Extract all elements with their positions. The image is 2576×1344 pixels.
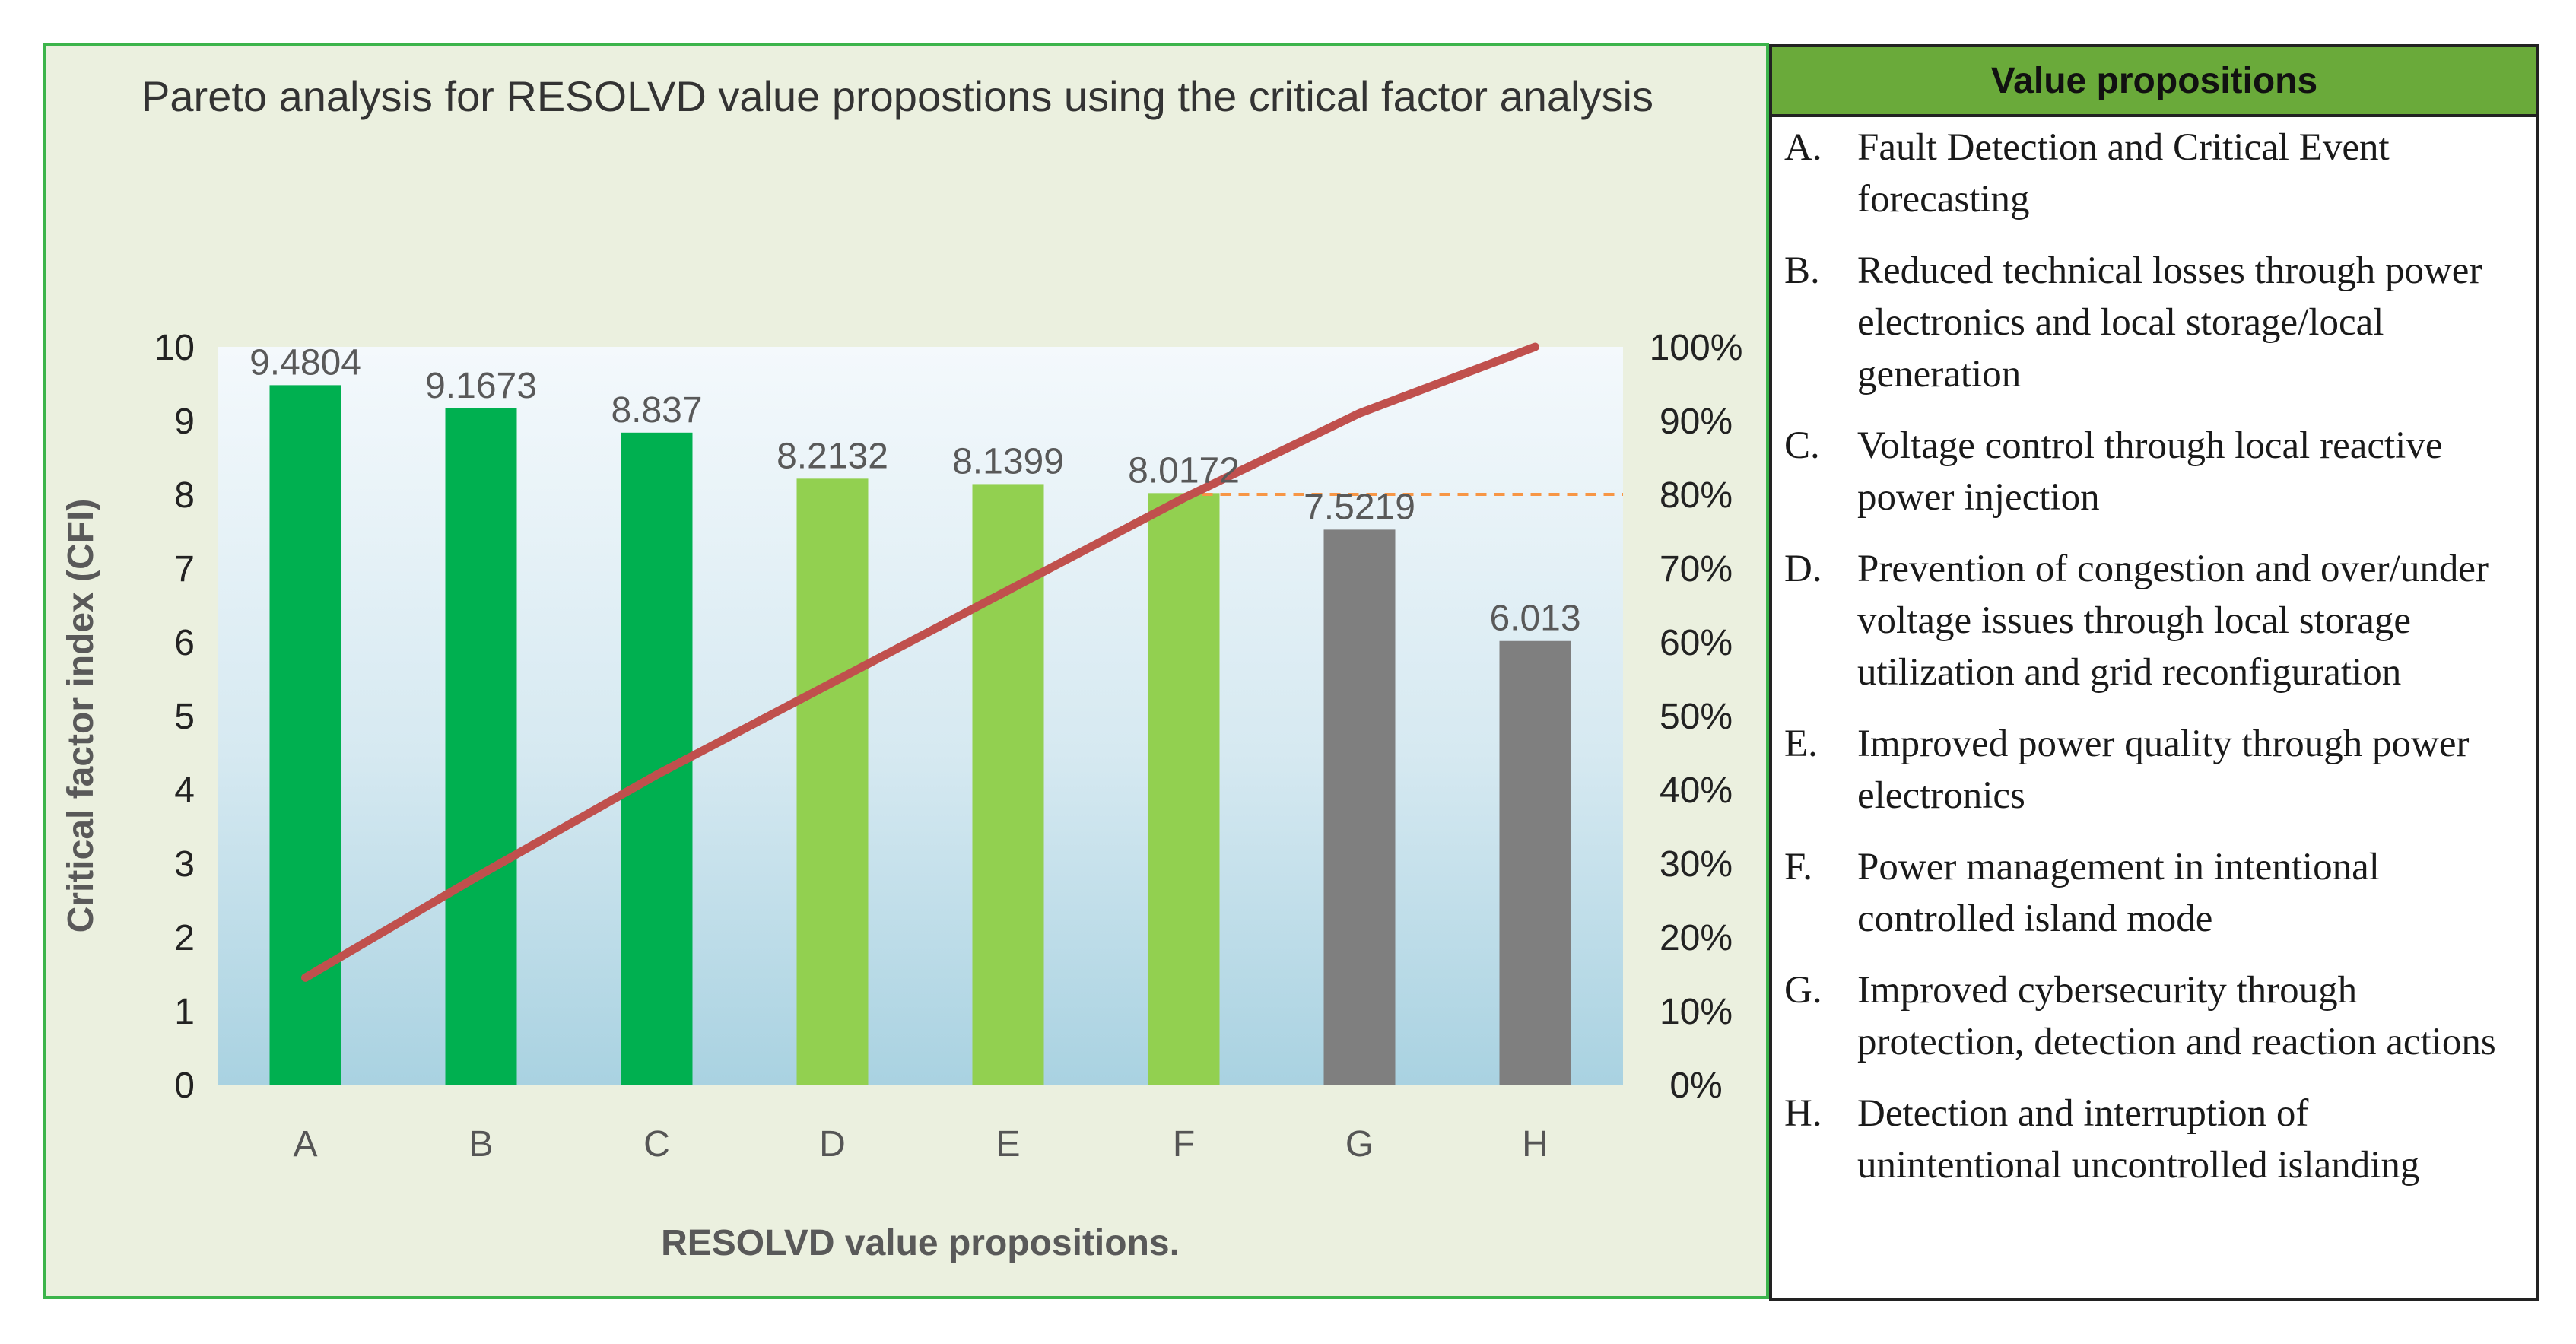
y-tick-label: 0 [174,1066,195,1106]
legend-list: A. Fault Detection and Critical Event fo… [1772,117,2536,1191]
bar-h [1499,640,1571,1085]
legend-letter: E. [1784,723,1818,765]
legend-letter: F. [1784,846,1813,888]
legend-letter: H. [1784,1092,1822,1135]
data-label: 8.0172 [1128,450,1240,491]
legend-letter: B. [1784,249,1820,292]
y-tick-label: 4 [174,770,195,811]
value-propositions-table: Value propositions A. Fault Detection an… [1769,44,2539,1301]
x-tick-label: G [1345,1124,1374,1164]
bar-g [1323,529,1396,1085]
chart-title: Pareto analysis for RESOLVD value propos… [141,72,1653,120]
x-axis-label: RESOLVD value propositions. [661,1223,1180,1263]
data-label: 9.1673 [425,366,537,406]
y-tick-label: 7 [174,549,195,589]
y2-tick-label: 50% [1660,697,1733,737]
y2-tick-label: 100% [1650,328,1743,368]
y2-tick-label: 90% [1660,402,1733,442]
legend-text: Voltage control through local reactive p… [1857,424,2443,519]
y-tick-label: 2 [174,918,195,958]
y-tick-label: 8 [174,475,195,516]
legend-item-g: G. Improved cybersecurity through protec… [1784,964,2536,1068]
y2-tick-label: 0% [1669,1066,1722,1106]
y2-tick-label: 20% [1660,918,1733,958]
y2-tick-label: 10% [1660,992,1733,1032]
y2-tick-label: 30% [1660,844,1733,885]
data-label: 8.2132 [777,436,888,476]
data-label: 8.837 [611,390,702,431]
data-label: 9.4804 [249,342,361,383]
y2-tick-label: 60% [1660,623,1733,663]
x-tick-label: B [469,1124,493,1164]
y2-tick-label: 70% [1660,549,1733,589]
x-tick-label: D [819,1124,846,1164]
bar-f [1148,493,1220,1085]
data-label: 6.013 [1489,599,1580,639]
legend-item-d: D. Prevention of congestion and over/und… [1784,543,2536,698]
bar-e [972,484,1044,1085]
x-tick-label: F [1173,1124,1195,1164]
y-tick-label: 3 [174,844,195,885]
legend-item-a: A. Fault Detection and Critical Event fo… [1784,122,2536,225]
legend-text: Power management in intentional controll… [1857,846,2380,940]
cumulative-percentage-line [301,342,1539,982]
legend-text: Fault Detection and Critical Event forec… [1857,126,2390,221]
legend-item-e: E. Improved power quality through power … [1784,718,2536,821]
legend-letter: C. [1784,424,1820,467]
x-tick-label: A [293,1124,317,1164]
x-tick-label: C [643,1124,670,1164]
legend-text: Detection and interruption of unintentio… [1857,1092,2420,1187]
y-tick-label: 9 [174,402,195,442]
legend-letter: G. [1784,969,1822,1012]
legend-letter: D. [1784,548,1822,590]
legend-text: Prevention of congestion and over/under … [1857,548,2489,694]
plot-area [218,347,1623,1085]
x-tick-label: E [996,1124,1020,1164]
legend-item-c: C. Voltage control through local reactiv… [1784,420,2536,523]
data-label: 8.1399 [952,441,1064,481]
legend-letter: A. [1784,126,1822,169]
y-tick-label: 10 [154,328,195,368]
bar-b [445,408,517,1085]
y-axis-label: Critical factor index (CFI) [61,499,101,933]
legend-text: Reduced technical losses through power e… [1857,249,2482,396]
x-tick-label: H [1522,1124,1548,1164]
chart-panel: Pareto analysis for RESOLVD value propos… [43,43,1769,1299]
legend-header: Value propositions [1772,47,2536,117]
y-tick-label: 5 [174,697,195,737]
pareto-chart: Pareto analysis for RESOLVD value propos… [61,72,1743,1263]
legend-text: Improved cybersecurity through protectio… [1857,969,2496,1063]
y2-tick-label: 40% [1660,770,1733,811]
y-tick-label: 1 [174,992,195,1032]
legend-item-h: H. Detection and interruption of uninten… [1784,1088,2536,1191]
legend-item-b: B. Reduced technical losses through powe… [1784,245,2536,400]
legend-text: Improved power quality through power ele… [1857,723,2470,817]
data-label: 7.5219 [1304,487,1415,527]
legend-item-f: F. Power management in intentional contr… [1784,841,2536,945]
y2-tick-label: 80% [1660,475,1733,516]
y-tick-label: 6 [174,623,195,663]
bar-d [796,478,869,1085]
